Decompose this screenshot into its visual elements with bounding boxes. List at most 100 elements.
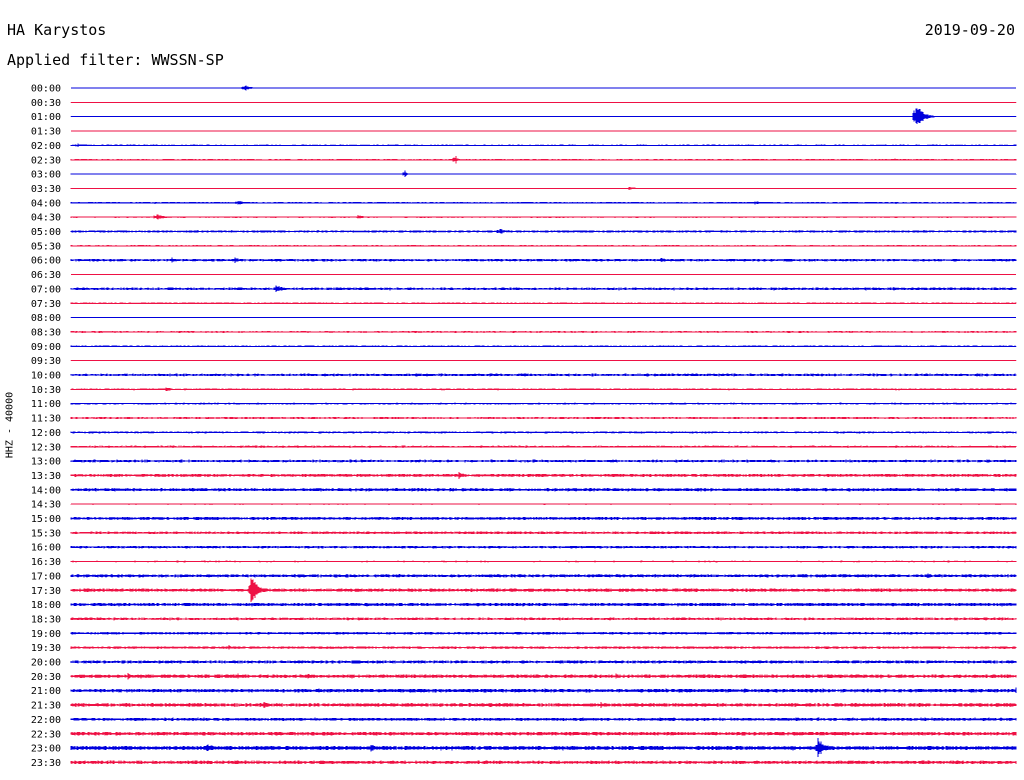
time-label: 17:30 bbox=[31, 586, 61, 597]
trace-line bbox=[70, 731, 1017, 736]
date-label: 2019-09-20 bbox=[924, 21, 1015, 39]
time-label: 04:00 bbox=[31, 198, 61, 209]
trace-line bbox=[70, 488, 1017, 492]
time-label: 03:30 bbox=[31, 184, 61, 195]
trace-line bbox=[70, 545, 1017, 549]
trace-line bbox=[70, 302, 1017, 305]
time-label: 09:30 bbox=[31, 356, 61, 367]
time-label: 11:00 bbox=[31, 399, 61, 410]
time-label: 07:00 bbox=[31, 284, 61, 295]
time-label: 22:30 bbox=[31, 729, 61, 740]
trace-line bbox=[70, 416, 1017, 420]
time-label: 16:00 bbox=[31, 543, 61, 554]
trace-line bbox=[70, 373, 1017, 377]
trace-line bbox=[70, 617, 1017, 621]
time-label: 15:30 bbox=[31, 528, 61, 539]
trace-line bbox=[70, 214, 1017, 220]
time-label: 08:00 bbox=[31, 313, 61, 324]
trace-line bbox=[70, 155, 1017, 164]
trace-line bbox=[70, 317, 1017, 319]
time-label: 13:00 bbox=[31, 457, 61, 468]
time-label: 05:00 bbox=[31, 227, 61, 238]
time-label: 17:00 bbox=[31, 571, 61, 582]
time-label: 07:30 bbox=[31, 299, 61, 310]
trace-line bbox=[70, 738, 1017, 758]
time-label: 12:30 bbox=[31, 442, 61, 453]
trace-line bbox=[70, 560, 1017, 563]
trace-line bbox=[70, 445, 1017, 448]
trace-line bbox=[70, 431, 1017, 434]
time-label: 14:30 bbox=[31, 500, 61, 511]
trace-line bbox=[70, 687, 1017, 694]
time-label: 05:30 bbox=[31, 241, 61, 252]
time-label: 20:00 bbox=[31, 658, 61, 669]
time-label: 01:00 bbox=[31, 112, 61, 123]
trace-line bbox=[70, 673, 1017, 680]
time-label: 10:00 bbox=[31, 371, 61, 382]
time-label: 11:30 bbox=[31, 414, 61, 425]
time-label: 23:00 bbox=[31, 744, 61, 755]
trace-line bbox=[70, 257, 1017, 263]
time-label: 12:00 bbox=[31, 428, 61, 439]
trace-line bbox=[70, 503, 1017, 505]
trace-line bbox=[70, 274, 1017, 275]
trace-line bbox=[70, 660, 1017, 664]
time-label: 08:30 bbox=[31, 327, 61, 338]
trace-line bbox=[70, 108, 1017, 125]
trace-line bbox=[70, 631, 1017, 635]
trace-line bbox=[70, 345, 1017, 348]
trace-line bbox=[70, 143, 1017, 148]
time-label: 16:30 bbox=[31, 557, 61, 568]
trace-line bbox=[70, 472, 1017, 479]
trace-line bbox=[70, 717, 1017, 721]
trace-line bbox=[70, 170, 1017, 177]
time-label: 21:30 bbox=[31, 701, 61, 712]
trace-line bbox=[70, 516, 1017, 521]
time-label: 04:30 bbox=[31, 213, 61, 224]
time-label: 18:00 bbox=[31, 600, 61, 611]
trace-line bbox=[70, 360, 1017, 362]
time-label: 15:00 bbox=[31, 514, 61, 525]
station-title: HA Karystos bbox=[7, 21, 107, 39]
time-label: 01:30 bbox=[31, 127, 61, 138]
time-label: 22:00 bbox=[31, 715, 61, 726]
trace-line bbox=[70, 85, 1017, 91]
trace-line bbox=[70, 602, 1017, 607]
time-label: 02:00 bbox=[31, 141, 61, 152]
trace-line bbox=[70, 186, 1017, 190]
time-label: 06:00 bbox=[31, 256, 61, 267]
time-labels: 00:00 00:30 01:00 01:30 02:00 02:30 03:00 03:30… bbox=[31, 84, 61, 769]
trace-line bbox=[70, 760, 1017, 765]
time-label: 03:00 bbox=[31, 170, 61, 181]
filter-label: Applied filter: WWSSN-SP bbox=[7, 51, 224, 69]
trace-line bbox=[70, 459, 1017, 463]
trace-line bbox=[70, 331, 1017, 333]
time-label: 13:30 bbox=[31, 471, 61, 482]
time-label: 10:30 bbox=[31, 385, 61, 396]
trace-line bbox=[70, 387, 1017, 392]
trace-line bbox=[70, 402, 1017, 405]
trace-line bbox=[70, 285, 1017, 292]
trace-line bbox=[70, 130, 1017, 132]
trace-line bbox=[70, 573, 1017, 579]
time-label: 21:00 bbox=[31, 686, 61, 697]
trace-line bbox=[70, 245, 1017, 247]
time-label: 09:00 bbox=[31, 342, 61, 353]
time-label: 19:00 bbox=[31, 629, 61, 640]
time-label: 06:30 bbox=[31, 270, 61, 281]
time-label: 00:00 bbox=[31, 84, 61, 95]
trace-line bbox=[70, 200, 1017, 205]
time-label: 23:30 bbox=[31, 758, 61, 769]
trace-line bbox=[70, 645, 1017, 650]
time-label: 00:30 bbox=[31, 98, 61, 109]
trace-line bbox=[70, 229, 1017, 234]
trace-line bbox=[70, 578, 1017, 602]
time-label: 19:30 bbox=[31, 643, 61, 654]
time-label: 18:30 bbox=[31, 614, 61, 625]
trace-line bbox=[70, 531, 1017, 535]
time-label: 14:00 bbox=[31, 485, 61, 496]
time-label: 02:30 bbox=[31, 155, 61, 166]
trace-line bbox=[70, 101, 1017, 103]
time-label: 20:30 bbox=[31, 672, 61, 683]
